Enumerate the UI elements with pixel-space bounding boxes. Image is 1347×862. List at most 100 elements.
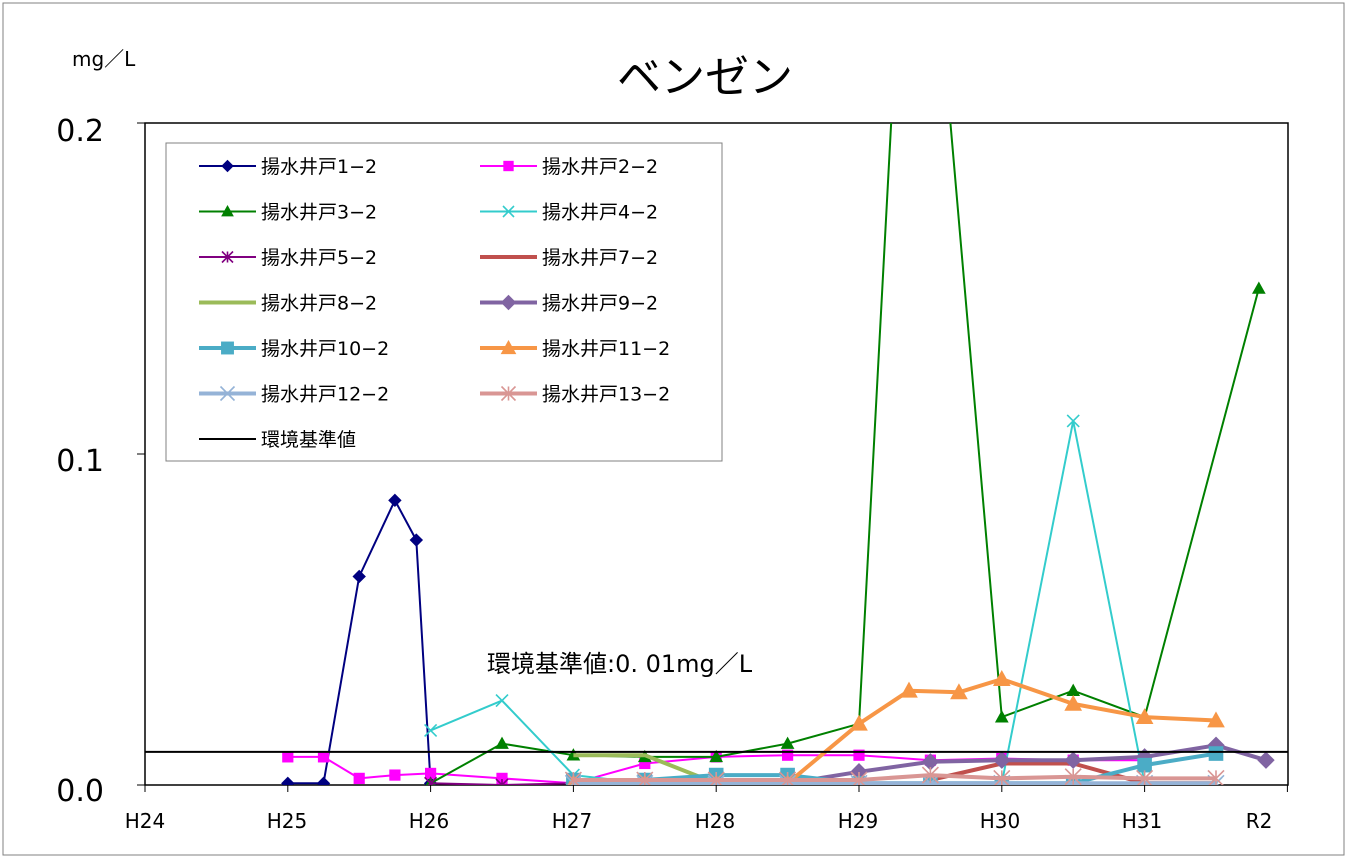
data-point: [1251, 281, 1266, 294]
data-point: [389, 769, 401, 781]
data-point: [994, 710, 1009, 723]
data-point: [495, 736, 509, 749]
data-point: [709, 749, 724, 763]
legend-item: 揚水井戸3−2: [199, 202, 377, 224]
legend-label: 揚水井戸13−2: [542, 384, 670, 406]
data-point: [353, 772, 365, 784]
data-point: [1207, 769, 1225, 785]
data-point: [1066, 414, 1080, 428]
data-point: [636, 771, 654, 785]
data-point: [993, 769, 1011, 785]
x-tick-label-h24: H24: [125, 809, 166, 833]
data-point: [1208, 746, 1224, 761]
legend-item: 環境基準値: [199, 429, 356, 451]
data-point: [1257, 751, 1275, 769]
data-point: [282, 751, 294, 763]
legend-item: 揚水井戸5−2: [199, 247, 377, 269]
data-point: [495, 694, 509, 708]
x-tick-label-h25: H25: [267, 809, 308, 833]
data-point: [782, 749, 794, 761]
x-tick-labels: H24 H25 H26 H27 H28 H29 H30 H31 R2: [125, 809, 1273, 833]
legend: 揚水井戸1−2 揚水井戸2−2 揚水井戸3−2 揚水井戸4−2 揚水井戸5−2 揚水井戸7…: [199, 156, 670, 451]
legend-swatch-marker: [500, 385, 517, 402]
legend-label: 揚水井戸5−2: [261, 247, 377, 269]
legend-swatch-marker: [221, 250, 234, 264]
y-axis-unit-label: mg／L: [72, 47, 136, 71]
x-tick-marks: [144, 785, 1288, 792]
legend-box: [165, 142, 723, 462]
legend-swatch-marker: [221, 204, 234, 217]
legend-item: 揚水井戸9−2: [480, 293, 658, 315]
series-layer: [145, 123, 1288, 785]
series-clip-group: [281, 123, 1275, 785]
data-point: [921, 774, 939, 785]
legend-swatch-marker: [502, 205, 515, 218]
data-point: [780, 736, 795, 749]
legend-swatch-marker: [221, 341, 234, 355]
standard-annotation: 環境基準値:0. 01mg／L: [487, 650, 753, 678]
x-tick-label-r2: R2: [1246, 809, 1273, 833]
x-tick-label-h28: H28: [695, 809, 736, 833]
legend-item: 揚水井戸12−2: [199, 384, 389, 406]
x-tick-label-h26: H26: [409, 809, 450, 833]
legend-item: 揚水井戸11−2: [480, 338, 670, 360]
data-point: [388, 493, 402, 508]
data-point: [707, 771, 725, 785]
legend-item: 揚水井戸13−2: [480, 384, 670, 406]
legend-item: 揚水井戸2−2: [480, 156, 658, 178]
data-point: [409, 533, 424, 547]
legend-item: 揚水井戸7−2: [480, 247, 658, 269]
data-point: [1135, 708, 1154, 725]
y-tick-label-0.0: 0.0: [56, 774, 104, 809]
series-line: [430, 782, 1074, 785]
legend-item: 揚水井戸1−2: [199, 156, 377, 178]
legend-label: 揚水井戸9−2: [542, 293, 658, 315]
data-point: [850, 714, 868, 731]
chart-title: ベンゼン: [617, 52, 793, 103]
data-point: [992, 670, 1011, 686]
series-line: [573, 773, 1216, 782]
data-point: [424, 723, 438, 737]
legend-label: 揚水井戸2−2: [542, 156, 658, 178]
data-point: [950, 683, 968, 700]
legend-swatch-marker: [500, 294, 517, 311]
data-point: [850, 771, 868, 785]
legend-item: 揚水井戸8−2: [199, 293, 377, 315]
legend-label: 揚水井戸3−2: [261, 202, 377, 224]
data-point: [921, 766, 939, 784]
data-point: [316, 776, 331, 785]
data-point: [424, 776, 438, 785]
y-tick-label-0.2: 0.2: [56, 114, 104, 149]
x-tick-label-h30: H30: [980, 809, 1021, 833]
x-tick-label-h29: H29: [838, 809, 879, 833]
data-point: [993, 751, 1011, 769]
legend-label: 揚水井戸12−2: [261, 384, 389, 406]
data-point: [779, 771, 797, 785]
data-point: [853, 749, 865, 761]
data-point: [1064, 768, 1082, 785]
series-12: [564, 766, 1225, 785]
y-tick-label-0.1: 0.1: [56, 444, 104, 479]
data-point: [1207, 711, 1225, 728]
data-point: [495, 778, 509, 785]
legend-label: 揚水井戸7−2: [542, 247, 658, 269]
legend-swatch-marker: [221, 159, 234, 173]
legend-label: 揚水井戸1−2: [261, 156, 377, 178]
legend-swatch-marker: [219, 385, 236, 402]
x-tick-label-h27: H27: [552, 809, 593, 833]
data-point: [281, 776, 295, 785]
data-point: [317, 751, 330, 763]
data-point: [352, 569, 366, 584]
data-point: [1064, 694, 1083, 711]
legend-label: 環境基準値: [261, 429, 356, 451]
x-tick-label-h31: H31: [1122, 809, 1163, 833]
data-point: [900, 681, 918, 698]
legend-swatch-marker: [503, 160, 514, 172]
data-point: [1136, 769, 1154, 785]
legend-swatch-marker: [500, 339, 517, 355]
legend-label: 揚水井戸10−2: [261, 338, 389, 360]
legend-label: 揚水井戸11−2: [542, 338, 670, 360]
data-point: [564, 771, 582, 785]
